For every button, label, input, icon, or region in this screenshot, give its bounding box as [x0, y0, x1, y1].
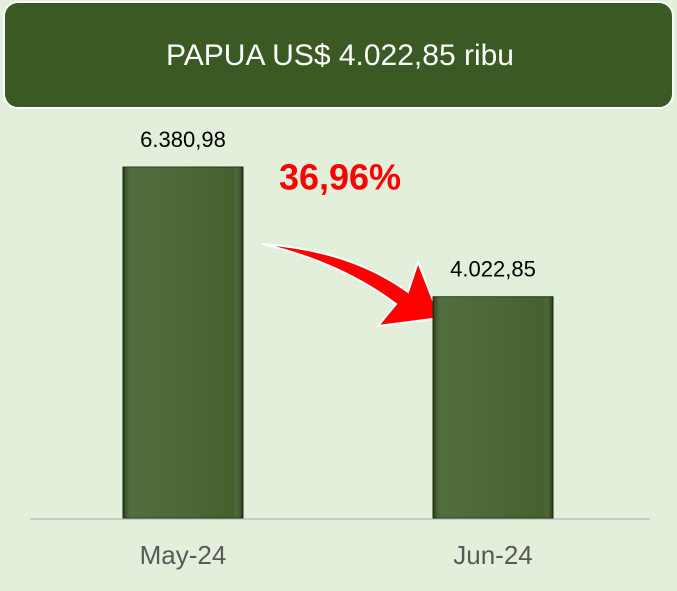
bar: [122, 166, 244, 519]
value-label: 6.380,98: [140, 127, 226, 152]
annotation: 36,96%: [279, 157, 401, 198]
bar: [432, 296, 554, 519]
x-tick-label: Jun-24: [453, 540, 533, 570]
chart-title: PAPUA US$ 4.022,85 ribu: [166, 39, 514, 72]
title-box: [3, 1, 674, 109]
value-label: 4.022,85: [450, 257, 536, 282]
x-tick-label: May-24: [140, 540, 227, 570]
